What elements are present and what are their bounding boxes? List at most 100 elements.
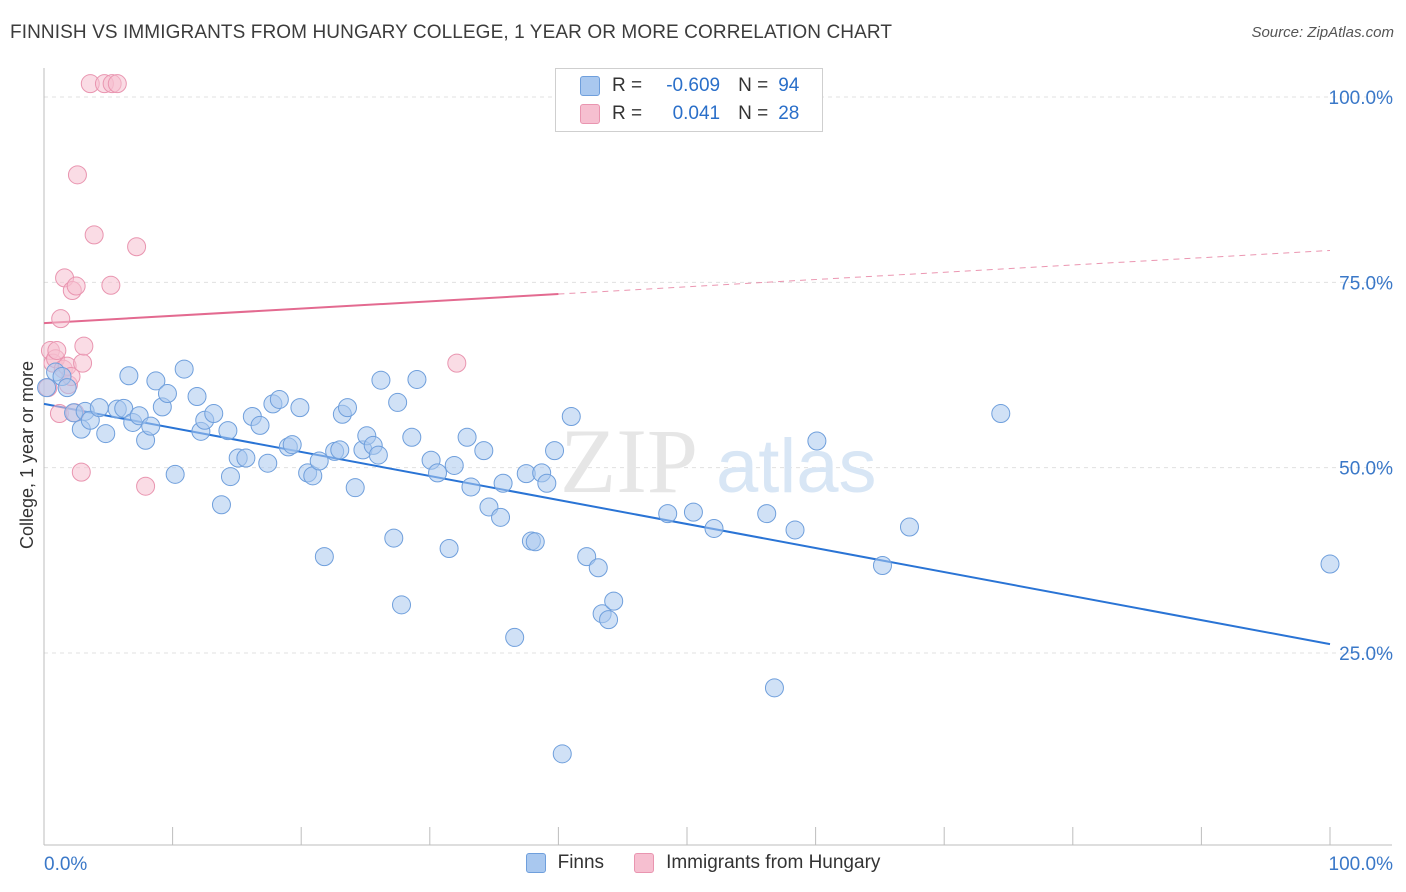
finns-point [371, 370, 391, 390]
finns-point [337, 398, 357, 418]
finns-point [444, 455, 464, 475]
finns-point [991, 404, 1011, 424]
chart-title: FINNISH VS IMMIGRANTS FROM HUNGARY COLLE… [10, 22, 893, 43]
finns-point [96, 424, 116, 444]
finns-point [388, 392, 408, 412]
hungary-point [74, 336, 94, 356]
finns-point [807, 431, 827, 451]
finns-point [525, 532, 545, 552]
legend-n-label: N = [738, 75, 769, 96]
finns-point [785, 520, 805, 540]
hungary-point [51, 309, 71, 329]
watermark-atlas: atlas [716, 424, 877, 509]
finns-point [290, 398, 310, 418]
finns-point [211, 495, 231, 515]
finns-point [236, 448, 256, 468]
finns-point [604, 591, 624, 611]
source-label: Source: ZipAtlas.com [1251, 24, 1394, 41]
hungary-point [84, 225, 104, 245]
finns-point [599, 610, 619, 630]
finns-trend-line [43, 402, 1331, 646]
finns-point [461, 477, 481, 497]
finns-point [1320, 554, 1340, 574]
x-tick-label-min: 0.0% [44, 854, 87, 875]
finns-point [141, 416, 161, 436]
finns-point [757, 504, 777, 524]
legend-item-finns[interactable]: Finns [525, 852, 605, 874]
finns-point [114, 398, 134, 418]
hungary-swatch [634, 853, 655, 873]
legend-r-value: 0.041 [672, 103, 721, 124]
finns-point [402, 427, 422, 447]
finns-point [704, 518, 724, 538]
hungary-point [127, 237, 147, 257]
hungary-point [447, 353, 467, 373]
finns-point [165, 464, 185, 484]
legend-r-label: R = [612, 103, 643, 124]
legend-row-hungary: R = 0.041 N = 28 [580, 101, 799, 127]
finns-point [269, 389, 289, 409]
finns-point [474, 441, 494, 461]
finns-point [250, 415, 270, 435]
hungary-point [71, 462, 91, 482]
x-tick-label-max: 100.0% [1329, 854, 1394, 875]
finns-point [505, 627, 525, 647]
finns-point [282, 435, 302, 455]
finns-point [204, 404, 224, 424]
legend-n-value: 94 [778, 75, 800, 96]
finns-point [899, 517, 919, 537]
finns-point [537, 473, 557, 493]
y-axis-label: College, 1 year or more [17, 361, 37, 549]
finns-point [174, 359, 194, 379]
finns-point [89, 398, 109, 418]
finns-point [439, 538, 459, 558]
finns-point [57, 378, 77, 398]
legend-finns-label: Finns [557, 852, 605, 873]
legend-r-label: R = [612, 75, 643, 96]
finns-point [428, 463, 448, 483]
finns-point [764, 678, 784, 698]
finns-point [491, 507, 511, 527]
finns-point [119, 366, 139, 386]
finns-point [220, 467, 240, 487]
y-tick-label: 50.0% [1339, 459, 1393, 480]
hungary-point [67, 165, 87, 185]
y-tick-label: 75.0% [1339, 273, 1393, 294]
hungary-point [47, 341, 67, 361]
finns-point [187, 386, 207, 406]
finns-point [368, 445, 388, 465]
finns-point [552, 744, 572, 764]
hungary-point [66, 276, 86, 296]
hungary-trend-line [43, 293, 559, 325]
series-legend: Finns Immigrants from Hungary [0, 852, 1406, 874]
finns-point [330, 440, 350, 460]
watermark-zip: ZIP [560, 410, 698, 512]
finns-point [218, 421, 238, 441]
legend-hungary-label: Immigrants from Hungary [666, 852, 881, 873]
finns-point [345, 478, 365, 498]
finns-point [588, 558, 608, 578]
hungary-point [136, 476, 156, 496]
finns-point [37, 378, 57, 398]
finns-point [384, 528, 404, 548]
legend-n-value: 28 [778, 103, 800, 124]
legend-item-hungary[interactable]: Immigrants from Hungary [634, 852, 880, 874]
stats-legend: R = -0.609 N = 94 R = 0.041 N = 28 [555, 68, 823, 132]
hungary-point [73, 353, 93, 373]
finns-point [683, 502, 703, 522]
y-tick-label: 100.0% [1329, 88, 1394, 109]
finns-point [258, 453, 278, 473]
finns-point [457, 427, 477, 447]
finns-swatch [525, 853, 546, 873]
finns-point [493, 473, 513, 493]
legend-row-finns: R = -0.609 N = 94 [580, 73, 799, 99]
finns-swatch [580, 76, 600, 96]
finns-point [545, 441, 565, 461]
finns-point [407, 369, 427, 389]
finns-point [561, 407, 581, 427]
finns-point [872, 556, 892, 576]
y-tick-label: 25.0% [1339, 644, 1393, 665]
finns-point [392, 595, 412, 615]
finns-point [577, 547, 597, 567]
hungary-point [107, 74, 127, 94]
